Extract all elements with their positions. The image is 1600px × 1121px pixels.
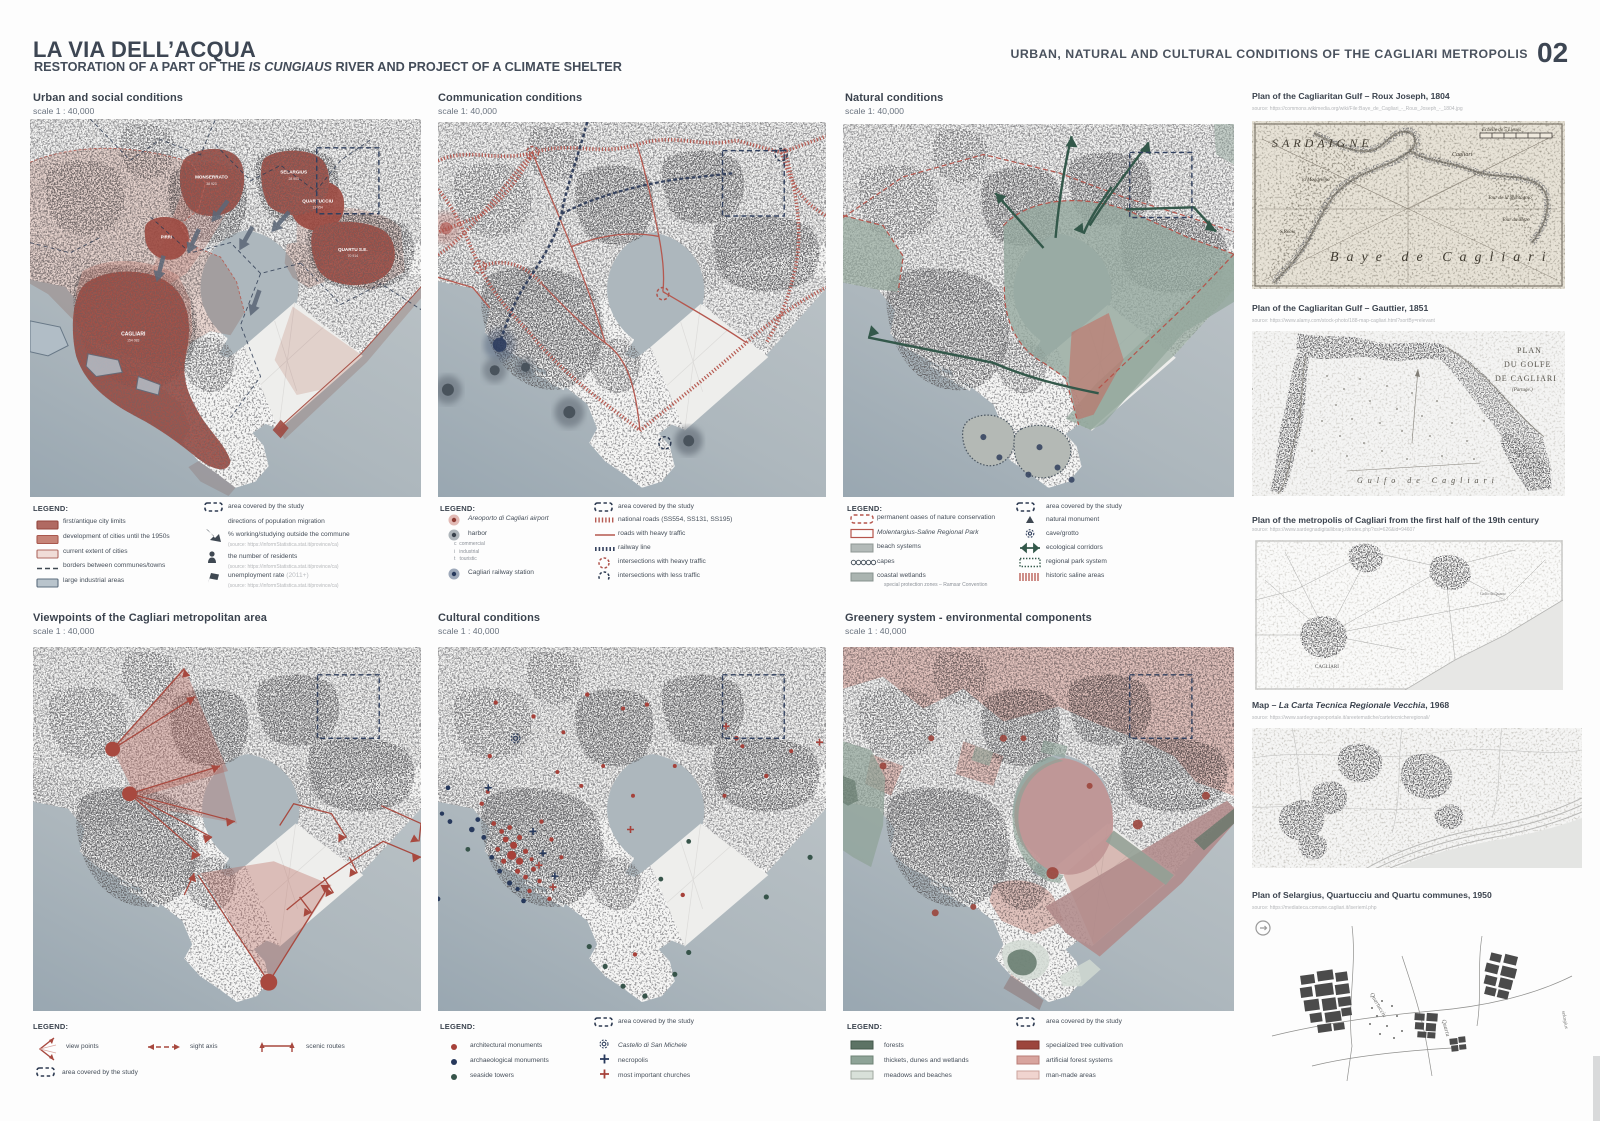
svg-text:QUARTUCCIU: QUARTUCCIU bbox=[302, 198, 334, 203]
svg-text:SELARGIUS: SELARGIUS bbox=[280, 170, 307, 175]
svg-text:MONSERRATO: MONSERRATO bbox=[195, 175, 228, 180]
svg-text:QUARTU S.E.: QUARTU S.E. bbox=[338, 247, 368, 252]
svg-text:PIRRI: PIRRI bbox=[161, 234, 172, 239]
svg-text:Quartucciu: Quartucciu bbox=[1368, 992, 1387, 1019]
svg-text:CAGLIARI: CAGLIARI bbox=[1315, 665, 1339, 670]
svg-text:DE CAGLIARI: DE CAGLIARI bbox=[1495, 374, 1557, 383]
svg-text:Cagliari: Cagliari bbox=[1452, 152, 1473, 158]
svg-text:la Magdelena: la Magdelena bbox=[1302, 178, 1330, 183]
svg-text:PLAN: PLAN bbox=[1517, 346, 1542, 355]
svg-text:Gulfo de Cagliari: Gulfo de Cagliari bbox=[1357, 476, 1499, 485]
svg-text:DU GOLFE: DU GOLFE bbox=[1504, 360, 1551, 369]
svg-text:Tour du Mezo: Tour du Mezo bbox=[1502, 218, 1530, 223]
svg-text:S.Rocia: S.Rocia bbox=[1280, 230, 1296, 235]
svg-text:70 914: 70 914 bbox=[348, 254, 358, 258]
svg-text:Quartu: Quartu bbox=[1440, 1019, 1450, 1037]
svg-text:SARDAIGNE: SARDAIGNE bbox=[1272, 136, 1373, 150]
svg-text:38 923: 38 923 bbox=[206, 182, 216, 186]
svg-text:28 903: 28 903 bbox=[288, 177, 298, 181]
svg-text:Tour de la Montagnio: Tour de la Montagnio bbox=[1488, 196, 1532, 201]
svg-text:Baye de Cagliari: Baye de Cagliari bbox=[1330, 250, 1554, 265]
svg-text:Golfo di Quartu: Golfo di Quartu bbox=[1480, 591, 1506, 596]
svg-text:13 954: 13 954 bbox=[313, 206, 323, 210]
svg-text:(Partage.): (Partage.) bbox=[1512, 388, 1533, 393]
svg-text:154 083: 154 083 bbox=[127, 338, 139, 342]
svg-text:Echelle de 5 Lieues: Echelle de 5 Lieues bbox=[1481, 128, 1521, 133]
svg-text:CAGLIARI: CAGLIARI bbox=[121, 331, 146, 337]
svg-text:selargius: selargius bbox=[1560, 1010, 1568, 1029]
